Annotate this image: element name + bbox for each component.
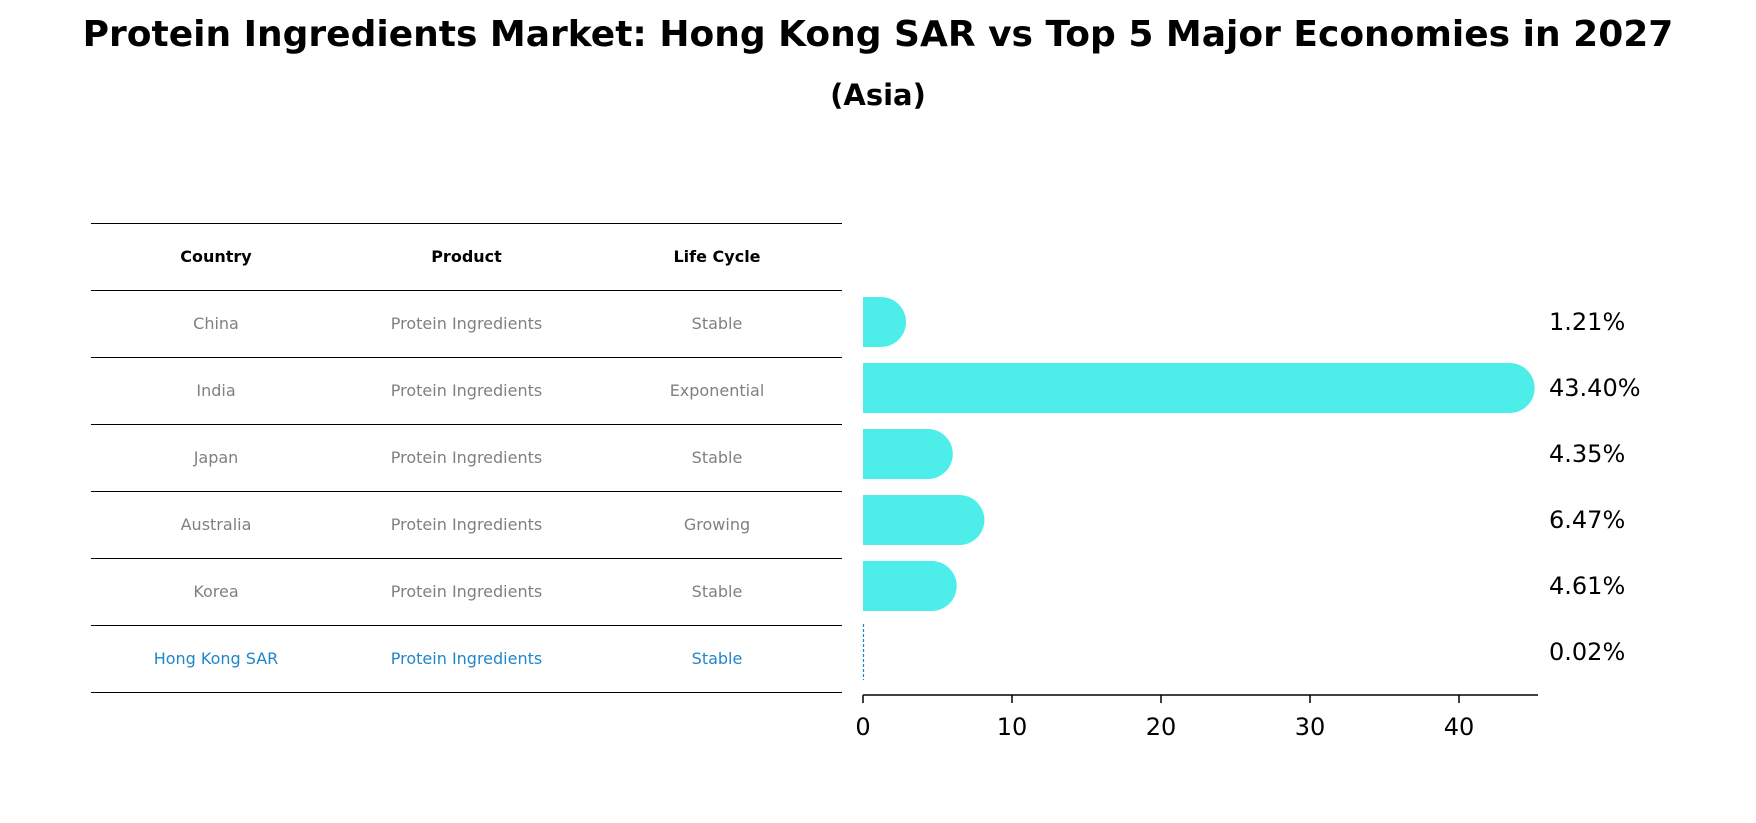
header-product: Product <box>431 247 502 266</box>
country-cell: Australia <box>180 515 252 534</box>
bar-china <box>863 297 907 347</box>
value-label: 4.61% <box>1549 572 1625 600</box>
bar-japan <box>863 429 953 479</box>
country-cell: China <box>193 314 239 333</box>
life-cycle-cell: Growing <box>683 515 751 534</box>
life-cycle-cell: Stable <box>691 582 743 601</box>
product-cell: Protein Ingredients <box>390 381 543 400</box>
x-tick-label: 10 <box>997 713 1028 741</box>
country-cell: Hong Kong SAR <box>153 649 279 668</box>
life-cycle-cell: Exponential <box>669 381 765 400</box>
value-label: 1.21% <box>1549 308 1625 336</box>
table-row: India Protein Ingredients Exponential <box>91 358 842 425</box>
x-tick-label: 30 <box>1295 713 1326 741</box>
product-cell: Protein Ingredients <box>390 582 543 601</box>
product-cell: Protein Ingredients <box>390 515 543 534</box>
header-life-cycle: Life Cycle <box>673 247 761 266</box>
bar-australia <box>863 495 985 545</box>
life-cycle-cell: Stable <box>691 649 743 668</box>
table-header-row: Country Product Life Cycle <box>91 223 842 291</box>
value-label: 4.35% <box>1549 440 1625 468</box>
product-cell: Protein Ingredients <box>390 448 543 467</box>
table-row: China Protein Ingredients Stable <box>91 291 842 358</box>
table-row: Japan Protein Ingredients Stable <box>91 425 842 492</box>
life-cycle-cell: Stable <box>691 448 743 467</box>
market-table: Country Product Life Cycle China Protein… <box>91 223 842 693</box>
x-tick-label: 20 <box>1146 713 1177 741</box>
table-row-highlight: Hong Kong SAR Protein Ingredients Stable <box>91 626 842 693</box>
product-cell: Protein Ingredients <box>390 649 543 668</box>
chart-title: Protein Ingredients Market: Hong Kong SA… <box>82 14 1674 55</box>
value-label: 0.02% <box>1549 638 1625 666</box>
life-cycle-cell: Stable <box>691 314 743 333</box>
x-tick-label: 40 <box>1444 713 1475 741</box>
country-cell: Korea <box>193 582 239 601</box>
x-tick-label: 0 <box>855 713 870 741</box>
country-cell: India <box>196 381 236 400</box>
header-country: Country <box>180 247 252 266</box>
product-cell: Protein Ingredients <box>390 314 543 333</box>
bar-korea <box>863 561 957 611</box>
table-row: Korea Protein Ingredients Stable <box>91 559 842 626</box>
country-cell: Japan <box>193 448 239 467</box>
bar-india <box>863 363 1535 413</box>
value-label: 43.40% <box>1549 374 1641 402</box>
value-label: 6.47% <box>1549 506 1625 534</box>
table-row: Australia Protein Ingredients Growing <box>91 492 842 559</box>
chart-subtitle: (Asia) <box>830 78 926 112</box>
